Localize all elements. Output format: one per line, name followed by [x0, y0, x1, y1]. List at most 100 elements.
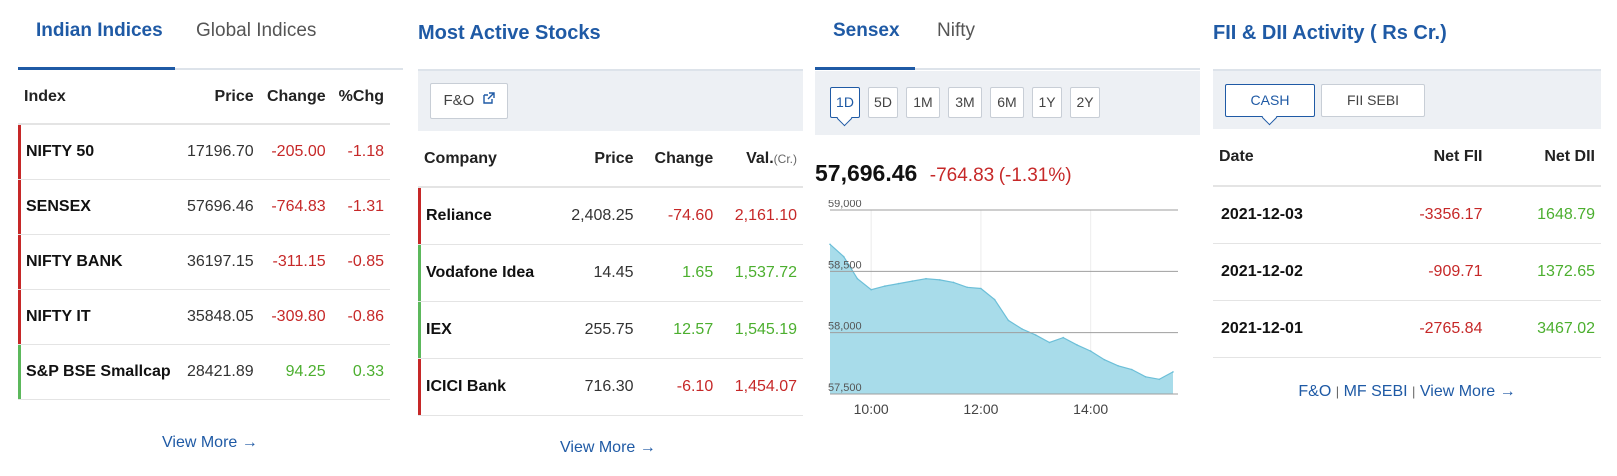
- fo-bar: F&O: [418, 71, 803, 131]
- tab-nifty[interactable]: Nifty: [937, 20, 975, 41]
- external-link-icon: [482, 84, 495, 118]
- stock-change: 1.65: [639, 245, 720, 302]
- index-pchg: -1.31: [331, 180, 390, 235]
- range-5d-button[interactable]: 5D: [868, 87, 898, 118]
- index-chart-panel: Sensex Nifty 1D 5D 1M 3M 6M 1Y 2Y 57,696…: [815, 0, 1200, 476]
- active-view-more-link[interactable]: View More →: [560, 439, 656, 456]
- range-3m-button[interactable]: 3M: [948, 87, 982, 118]
- divider: [1213, 69, 1601, 71]
- company-name[interactable]: IEX: [418, 302, 556, 359]
- series-area: [830, 244, 1173, 394]
- active-stocks-table: Company Price Change Val.(Cr.) Reliance …: [418, 131, 803, 416]
- fo-link[interactable]: F&O: [1298, 383, 1332, 400]
- stock-change: 12.57: [639, 302, 720, 359]
- y-tick-label: 57,500: [828, 382, 862, 394]
- tab-sensex[interactable]: Sensex: [833, 20, 900, 41]
- chart-tabs: Sensex Nifty: [815, 0, 1200, 70]
- table-row[interactable]: Reliance 2,408.25 -74.60 2,161.10: [418, 188, 803, 245]
- data-point: [1131, 368, 1133, 371]
- index-name[interactable]: NIFTY BANK: [18, 235, 180, 290]
- data-point: [980, 287, 982, 290]
- data-point: [1144, 376, 1147, 378]
- active-tab-indicator: [815, 67, 915, 70]
- table-row[interactable]: NIFTY BANK 36197.15 -311.15 -0.85: [18, 235, 390, 290]
- index-price: 57696.46: [179, 180, 260, 235]
- x-tick-label: 10:00: [854, 401, 889, 417]
- data-point: [911, 280, 914, 282]
- stock-price: 255.75: [555, 302, 640, 359]
- net-fii: -2765.84: [1367, 301, 1489, 358]
- divider: [418, 69, 803, 71]
- net-dii: 3467.02: [1488, 301, 1601, 358]
- sensex-intraday-chart[interactable]: 59,000 58,500 58,000 57,500 10:00 12:00 14:00: [815, 200, 1200, 450]
- fii-date: 2021-12-02: [1213, 244, 1368, 301]
- data-point: [1172, 371, 1174, 373]
- net-dii: 1372.65: [1488, 244, 1601, 301]
- data-point: [1007, 319, 1010, 322]
- tab-indian-indices[interactable]: Indian Indices: [36, 20, 163, 41]
- company-name[interactable]: Reliance: [418, 188, 556, 245]
- col-index: Index: [18, 70, 180, 125]
- index-name[interactable]: NIFTY IT: [18, 290, 180, 345]
- data-point: [925, 277, 927, 280]
- stock-price: 2,408.25: [555, 188, 640, 245]
- range-1m-button[interactable]: 1M: [906, 87, 940, 118]
- most-active-title: Most Active Stocks: [418, 22, 601, 44]
- index-price: 17196.70: [179, 125, 260, 180]
- table-row[interactable]: S&P BSE Smallcap 28421.89 94.25 0.33: [18, 345, 390, 400]
- fo-button[interactable]: F&O: [430, 83, 508, 119]
- index-name[interactable]: NIFTY 50: [18, 125, 180, 180]
- company-name[interactable]: ICICI Bank: [418, 359, 556, 416]
- range-bar: 1D 5D 1M 3M 6M 1Y 2Y: [815, 71, 1200, 135]
- index-price: 36197.15: [179, 235, 260, 290]
- table-row[interactable]: NIFTY 50 17196.70 -205.00 -1.18: [18, 125, 390, 180]
- indices-table: Index Price Change %Chg NIFTY 50 17196.7…: [18, 70, 390, 400]
- col-change: Change: [639, 131, 720, 188]
- indices-panel: Indian Indices Global Indices Index Pric…: [18, 0, 403, 476]
- active-tab-indicator: [18, 67, 175, 70]
- mf-sebi-link[interactable]: MF SEBI: [1343, 383, 1408, 400]
- col-val: Val.(Cr.): [719, 131, 803, 188]
- range-2y-button[interactable]: 2Y: [1070, 87, 1100, 118]
- fii-view-more-link[interactable]: View More →: [1419, 383, 1516, 400]
- table-row[interactable]: NIFTY IT 35848.05 -309.80 -0.86: [18, 290, 390, 345]
- index-change: -311.15: [259, 235, 332, 290]
- indices-view-more-link[interactable]: View More →: [162, 434, 258, 451]
- series-line: [829, 243, 1174, 380]
- col-change: Change: [259, 70, 332, 125]
- data-point: [1048, 341, 1051, 344]
- data-point: [842, 255, 845, 258]
- tab-global-indices[interactable]: Global Indices: [196, 20, 317, 41]
- col-net-fii: Net FII: [1367, 129, 1489, 187]
- fii-date: 2021-12-01: [1213, 301, 1368, 358]
- fii-links: F&O | MF SEBI | View More →: [1213, 383, 1601, 401]
- range-1d-button[interactable]: 1D: [830, 87, 860, 118]
- data-point: [1035, 334, 1037, 336]
- fii-sebi-button[interactable]: FII SEBI: [1321, 84, 1425, 117]
- cash-button[interactable]: CASH: [1225, 84, 1315, 117]
- col-company: Company: [418, 131, 556, 188]
- col-price: Price: [555, 131, 640, 188]
- col-price: Price: [179, 70, 260, 125]
- range-1y-button[interactable]: 1Y: [1032, 87, 1062, 118]
- y-tick-label: 58,500: [828, 259, 862, 271]
- data-point: [856, 277, 859, 280]
- stock-value: 1,454.07: [719, 359, 803, 416]
- index-pchange: (-1.31%): [998, 165, 1072, 186]
- index-name[interactable]: S&P BSE Smallcap: [18, 345, 180, 400]
- index-price: 35848.05: [179, 290, 260, 345]
- data-point: [993, 298, 996, 301]
- data-point: [829, 243, 831, 246]
- company-name[interactable]: Vodafone Idea: [418, 245, 556, 302]
- stock-change: -6.10: [639, 359, 720, 416]
- table-row[interactable]: SENSEX 57696.46 -764.83 -1.31: [18, 180, 390, 235]
- table-row[interactable]: IEX 255.75 12.57 1,545.19: [418, 302, 803, 359]
- fii-dii-title: FII & DII Activity ( Rs Cr.): [1213, 22, 1447, 44]
- range-6m-button[interactable]: 6M: [990, 87, 1024, 118]
- table-row[interactable]: ICICI Bank 716.30 -6.10 1,454.07: [418, 359, 803, 416]
- table-row[interactable]: Vodafone Idea 14.45 1.65 1,537.72: [418, 245, 803, 302]
- data-point: [939, 279, 941, 281]
- index-name[interactable]: SENSEX: [18, 180, 180, 235]
- stock-value: 2,161.10: [719, 188, 803, 245]
- data-point: [1062, 336, 1064, 339]
